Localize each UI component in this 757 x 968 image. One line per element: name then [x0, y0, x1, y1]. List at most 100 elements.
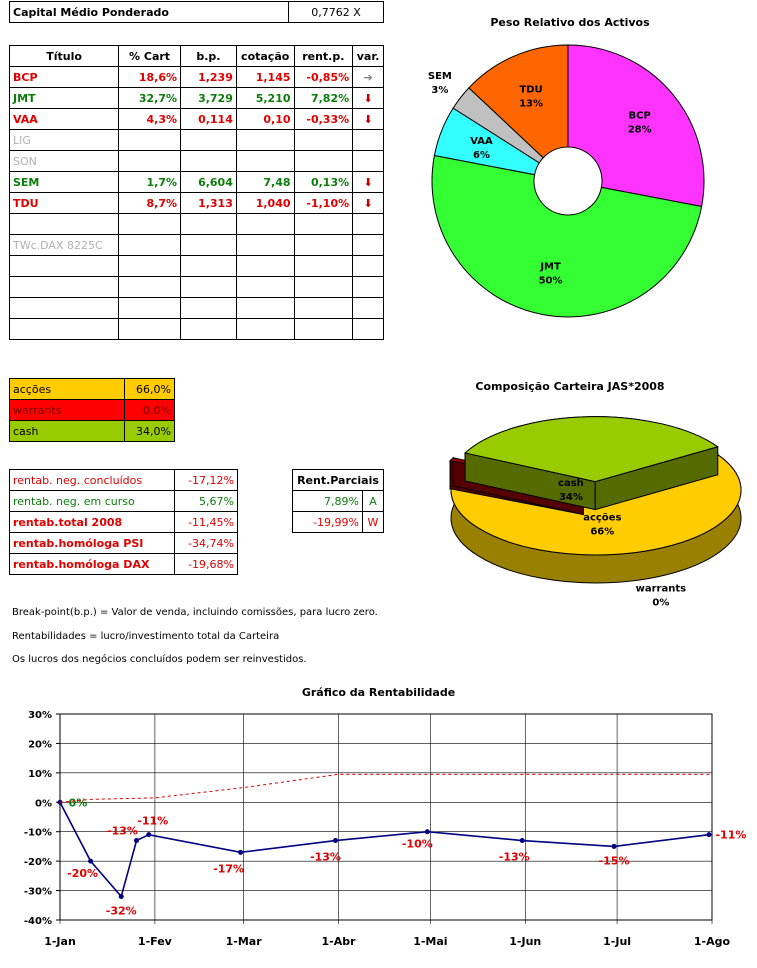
x-tick-label: 1-Mai [413, 935, 447, 948]
asset-pct [118, 234, 181, 256]
assets-header-5: var. [352, 45, 384, 67]
rentab-label: rentab. neg. concluídos [9, 469, 175, 491]
asset-bp: 6,604 [180, 171, 237, 193]
asset-pct: 18,6% [118, 66, 181, 88]
composition-label: cash [9, 420, 125, 442]
rentab-table: rentab. neg. concluídos -17,12% rentab. ne… [9, 469, 238, 575]
table-row: cash 34,0% [9, 420, 175, 442]
asset-rent [293, 255, 354, 277]
asset-cotacao [235, 255, 295, 277]
data-label: -13% [310, 851, 341, 864]
rentab-value: -19,68% [174, 553, 238, 575]
capital-table: Capital Médio Ponderado 0,7762 X [9, 1, 384, 23]
pie2-label: warrants [636, 584, 686, 595]
x-tick-label: 1-Jul [603, 935, 631, 948]
asset-cotacao [235, 318, 295, 340]
asset-rent [293, 213, 354, 235]
asset-var-arrow-icon [352, 213, 384, 235]
data-label: -15% [599, 854, 630, 867]
pie2-label: acções [583, 513, 621, 524]
rentab-value: 5,67% [174, 490, 238, 512]
pie1-slice-tdu [468, 44, 569, 159]
table-row: JMT 32,7% 3,729 5,210 7,82% ⬇ [8, 87, 384, 109]
note-2: Rentabilidades = lucro/investimento tota… [12, 631, 280, 642]
asset-weight-pie: BCP 28% JMT 50% VAA 6% SEM 3% TDU 13% [428, 44, 705, 318]
data-label: -13% [107, 825, 138, 838]
pie1-value-label: 28% [628, 125, 652, 136]
line-point [332, 838, 338, 844]
composition-value: 34,0% [124, 420, 175, 442]
table-row: warrants 0,0% [9, 399, 175, 421]
asset-pct [118, 318, 181, 340]
asset-rent [293, 318, 354, 340]
rentability-line-chart: 30% 20% 10% 0% -10% -20% -30% -40% 1-Jan 1-Fev 1-M… [24, 710, 746, 948]
table-row [8, 276, 384, 298]
y-tick-label: 10% [28, 769, 52, 780]
rentab-value: -11,45% [174, 511, 238, 533]
data-label: -13% [499, 851, 530, 864]
asset-bp [180, 129, 237, 151]
assets-header-3: cotação [235, 45, 295, 67]
parciais-value: 7,89% [292, 490, 363, 512]
pie1-label: TDU [519, 85, 542, 96]
asset-cotacao: 1,145 [235, 66, 295, 88]
asset-bp [180, 234, 237, 256]
asset-ticker: SEM [8, 171, 120, 193]
asset-bp [180, 255, 237, 277]
pie1-slice-bcp [567, 44, 705, 208]
x-tick-label: 1-Jun [509, 935, 541, 948]
pie1-label: SEM [428, 71, 452, 82]
asset-ticker: VAA [8, 108, 120, 130]
pie2-value-label: 0% [652, 598, 669, 609]
line-point [134, 838, 140, 844]
asset-cotacao [235, 150, 295, 172]
asset-ticker: LIG [8, 129, 120, 151]
asset-pct: 8,7% [118, 192, 181, 214]
asset-bp [180, 297, 237, 319]
note-1: Break-point(b.p.) = Valor de venda, incl… [12, 607, 378, 618]
line-title: Gráfico da Rentabilidade [301, 686, 456, 699]
asset-cotacao: 7,48 [235, 171, 295, 193]
asset-cotacao: 5,210 [235, 87, 295, 109]
rentab-label: rentab.homóloga PSI [9, 532, 175, 554]
y-tick-label: -20% [24, 857, 52, 868]
capital-value: 0,7762 X [288, 1, 384, 23]
asset-cotacao: 1,040 [235, 192, 295, 214]
parciais-header-row: Rent.Parciais [292, 469, 384, 491]
table-row: rentab.homóloga DAX -19,68% [9, 553, 238, 575]
asset-bp [180, 318, 237, 340]
rentab-value: -17,12% [174, 469, 238, 491]
line-point [424, 829, 430, 835]
rentab-label: rentab.total 2008 [9, 511, 175, 533]
pie2-title: Composição Carteira JAS*2008 [475, 380, 665, 393]
assets-header-4: rent.p. [293, 45, 354, 67]
line-point [88, 858, 94, 864]
table-row: rentab. neg. em curso 5,67% [9, 490, 238, 512]
table-row [8, 255, 384, 277]
table-row: rentab.total 2008 -11,45% [9, 511, 238, 533]
data-label: 0% [69, 796, 88, 809]
pie1-label: BCP [629, 111, 651, 122]
line-point [611, 843, 617, 849]
composition-value: 0,0% [124, 399, 175, 421]
pie2-label: cash [558, 478, 584, 489]
asset-cotacao [235, 297, 295, 319]
rentab-label: rentab. neg. em curso [9, 490, 175, 512]
data-label: -11% [715, 829, 746, 842]
asset-var-arrow-icon [352, 318, 384, 340]
y-tick-label: 30% [28, 710, 52, 721]
table-row: SON [8, 150, 384, 172]
table-row: acções 66,0% [9, 378, 175, 400]
asset-cotacao [235, 129, 295, 151]
composition-label: warrants [9, 399, 125, 421]
x-tick-label: 1-Abr [322, 935, 357, 948]
asset-var-arrow-icon: ➔ [352, 66, 384, 88]
asset-bp [180, 276, 237, 298]
table-row: rentab.homóloga PSI -34,74% [9, 532, 238, 554]
asset-rent: 0,13% [293, 171, 354, 193]
asset-var-arrow-icon [352, 276, 384, 298]
table-row: TDU 8,7% 1,313 1,040 -1,10% ⬇ [8, 192, 384, 214]
line-point [146, 832, 152, 838]
asset-rent: -1,10% [293, 192, 354, 214]
table-row: LIG [8, 129, 384, 151]
